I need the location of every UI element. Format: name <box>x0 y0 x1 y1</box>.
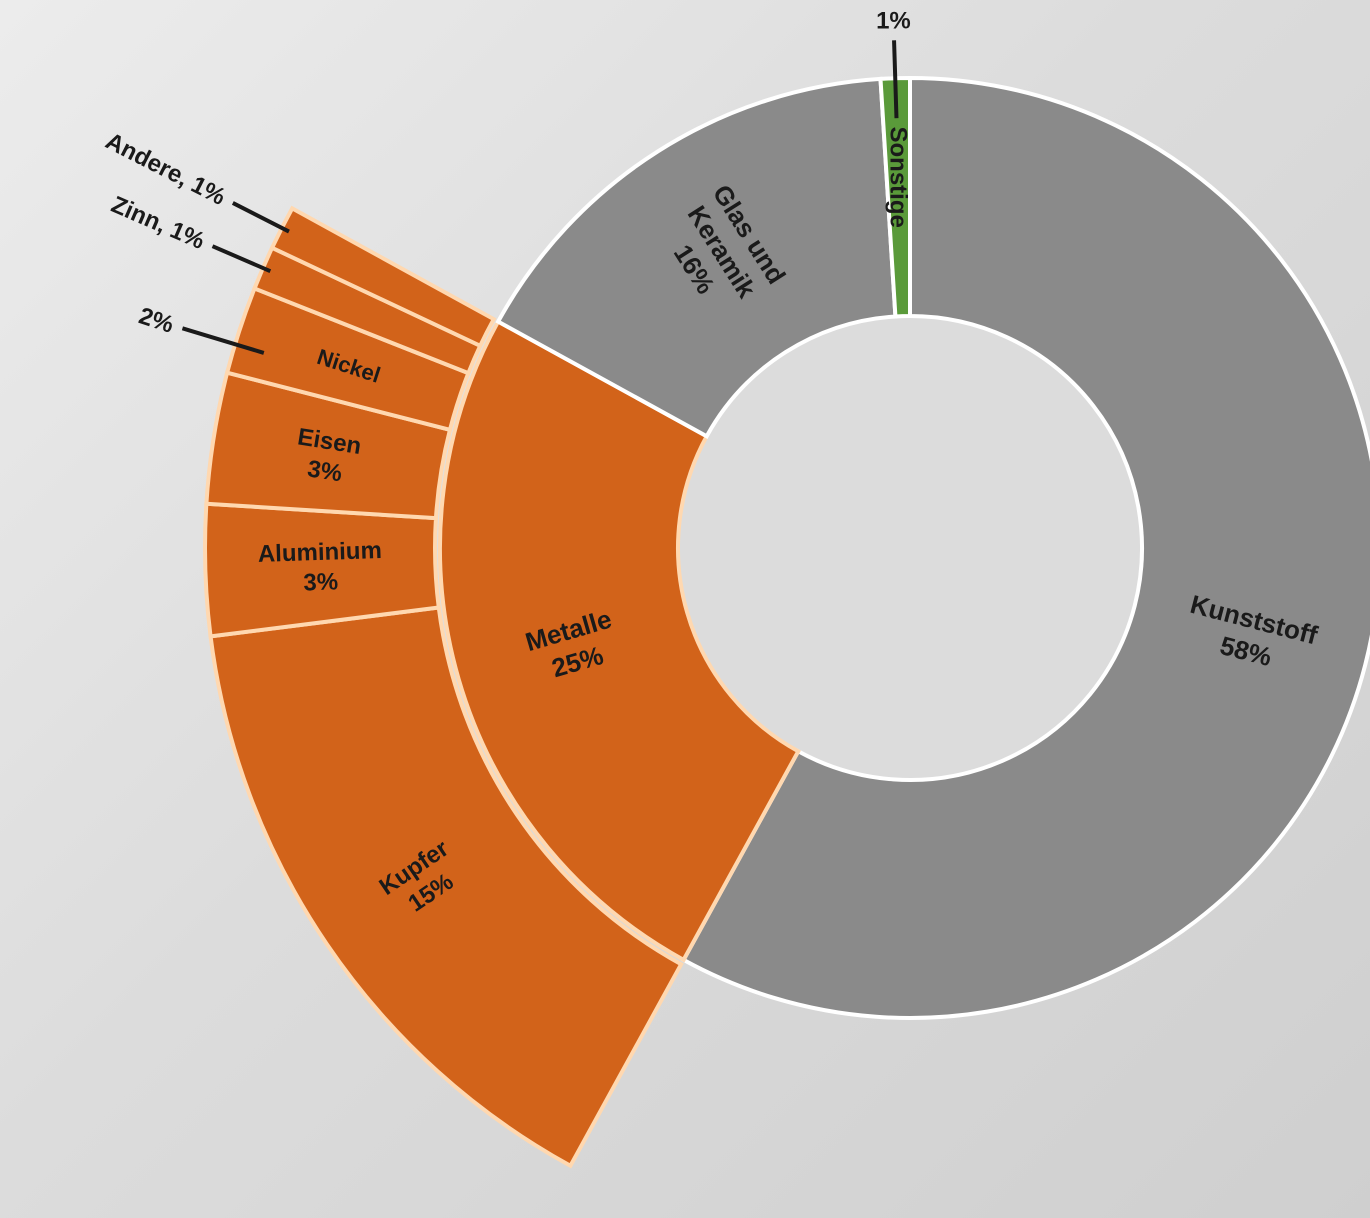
donut-center <box>678 316 1142 780</box>
slice-sonstige <box>878 75 912 319</box>
leader-line-nickel <box>181 326 265 355</box>
metal-breakdown-ring <box>203 205 684 1169</box>
slice-metalle <box>438 318 801 963</box>
label-sonstige: Sonstige <box>885 127 912 228</box>
percent-nickel: 2% <box>136 302 177 338</box>
slice-kunststoff <box>680 75 1370 1020</box>
slice-glas-und-keramik <box>495 76 898 439</box>
percent-sonstige: 1% <box>876 7 911 34</box>
leader-line-sonstige <box>892 40 899 119</box>
label-aluminium: Aluminium3% <box>257 537 383 598</box>
leader-line-andere <box>231 201 290 234</box>
slice-andere <box>269 205 497 349</box>
inner-ring <box>438 75 1370 1020</box>
leader-line-zinn <box>211 244 272 274</box>
slice-kupfer <box>208 605 684 1169</box>
label-zinn: Zinn, 1% <box>107 191 208 255</box>
